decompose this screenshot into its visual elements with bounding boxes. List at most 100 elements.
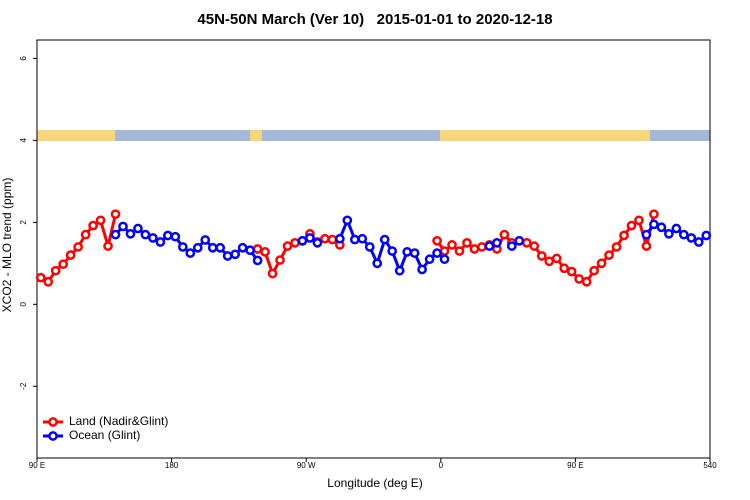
- y-tick-label: 4: [19, 138, 28, 143]
- data-point: [35, 272, 46, 283]
- data-point: [678, 229, 689, 240]
- data-point: [686, 233, 697, 243]
- data-point: [432, 248, 442, 258]
- data-point: [626, 220, 637, 231]
- data-point: [693, 237, 704, 247]
- data-point: [402, 247, 412, 257]
- data-point: [185, 248, 196, 258]
- data-point: [275, 255, 285, 265]
- chart-title: 45N-50N March (Ver 10) 2015-01-01 to 202…: [197, 11, 552, 28]
- data-point: [462, 238, 472, 248]
- x-tick-label: 90 E: [29, 461, 45, 470]
- data-point: [230, 249, 241, 260]
- data-point: [447, 240, 457, 250]
- data-point: [656, 222, 667, 233]
- data-point: [148, 233, 158, 243]
- data-point: [245, 245, 255, 256]
- data-point: [439, 246, 450, 256]
- data-point: [649, 219, 659, 230]
- data-point: [260, 247, 270, 257]
- data-point: [73, 242, 83, 252]
- data-point: [65, 250, 76, 260]
- data-point: [192, 242, 203, 253]
- data-point: [88, 220, 98, 231]
- data-point: [297, 235, 308, 246]
- legend: Land (Nadir&Glint)Ocean (Glint): [43, 414, 168, 442]
- data-point: [327, 234, 338, 245]
- y-tick-label: 2: [19, 220, 28, 225]
- data-point: [200, 235, 211, 245]
- data-point: [80, 229, 91, 240]
- data-point: [215, 242, 226, 253]
- data-point: [671, 223, 682, 234]
- data-point: [372, 258, 383, 269]
- y-tick-label: -2: [19, 382, 28, 390]
- data-point: [611, 242, 622, 252]
- data-point: [379, 234, 390, 245]
- data-point: [118, 221, 128, 232]
- data-point: [417, 264, 427, 275]
- legend-marker: [48, 431, 58, 441]
- data-point: [529, 241, 540, 251]
- data-point: [506, 241, 517, 251]
- data-point: [357, 233, 368, 244]
- data-point: [701, 230, 712, 241]
- data-point: [424, 254, 435, 265]
- data-point: [177, 242, 188, 252]
- x-tick-label: 0: [439, 461, 444, 470]
- data-point: [641, 229, 652, 240]
- plot-frame: [36, 39, 711, 459]
- data-point: [170, 231, 181, 242]
- data-point: [155, 237, 166, 247]
- data-point: [140, 229, 151, 240]
- data-point: [477, 242, 487, 252]
- data-point: [267, 268, 278, 279]
- data-point: [641, 241, 652, 251]
- data-point: [559, 263, 570, 274]
- x-tick-label: 540: [703, 461, 717, 470]
- data-point: [320, 233, 330, 244]
- data-point: [432, 235, 442, 246]
- data-point: [514, 235, 525, 246]
- data-point: [551, 253, 562, 264]
- data-point: [342, 215, 353, 226]
- x-tick-label: 90 E: [567, 461, 583, 470]
- data-point: [634, 215, 644, 226]
- data-point: [163, 230, 173, 241]
- data-point: [335, 233, 345, 244]
- x-tick-label: 90 W: [297, 461, 316, 470]
- data-point: [536, 251, 547, 261]
- data-point: [566, 266, 577, 277]
- data-point: [282, 241, 293, 251]
- data-point: [43, 276, 54, 287]
- data-point: [492, 238, 502, 248]
- x-axis-label: Longitude (deg E): [327, 476, 422, 490]
- data-point: [110, 209, 121, 220]
- data-point: [305, 233, 315, 243]
- data-point: [125, 228, 136, 239]
- data-point: [574, 274, 584, 284]
- x-tick-label: 180: [165, 461, 179, 470]
- surface-strip: [37, 130, 710, 141]
- data-point: [521, 238, 532, 248]
- data-point: [237, 242, 248, 253]
- data-point: [544, 256, 555, 267]
- data-point: [439, 254, 450, 265]
- data-point: [110, 229, 121, 240]
- data-point: [649, 209, 659, 220]
- legend-label: Land (Nadir&Glint): [69, 414, 168, 428]
- data-point: [454, 246, 465, 256]
- data-point: [604, 250, 614, 260]
- data-point: [222, 251, 233, 261]
- data-point: [387, 246, 398, 256]
- data-point: [252, 244, 263, 254]
- data-point: [207, 242, 218, 253]
- y-tick-label: 6: [19, 56, 28, 61]
- data-point: [484, 241, 495, 251]
- data-point: [133, 223, 143, 234]
- data-point: [364, 242, 375, 252]
- data-point: [95, 215, 106, 226]
- legend-marker: [48, 417, 58, 427]
- data-point: [349, 234, 360, 245]
